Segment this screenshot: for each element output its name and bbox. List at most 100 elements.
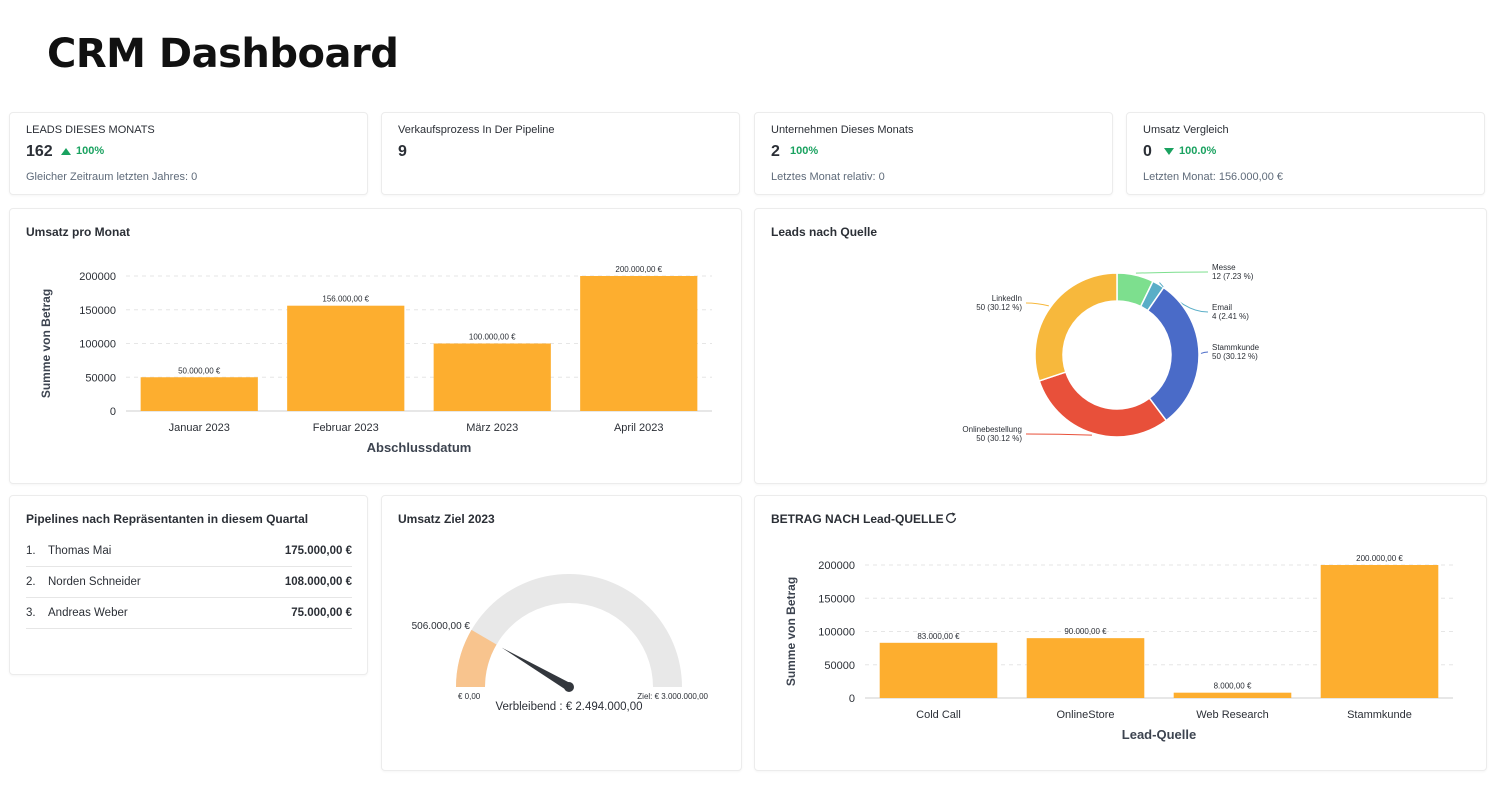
slice-leader-line — [1135, 271, 1209, 274]
kpi-trend-value: 100% — [790, 145, 819, 157]
kpi-trend: 100.0% — [1164, 145, 1216, 157]
card-title: BETRAG NACH Lead-QUELLE — [771, 512, 944, 526]
card-title: Pipelines nach Repräsentanten in diesem … — [26, 512, 309, 526]
slice-name-label: LinkedIn — [992, 294, 1022, 303]
list-item[interactable]: 2. Norden Schneider 108.000,00 € — [26, 567, 352, 598]
card-title: Umsatz Ziel 2023 — [398, 512, 495, 526]
kpi-value: 0 — [1143, 143, 1152, 160]
lead-source-chart-card[interactable]: BETRAG NACH Lead-QUELLE 0 50000 100000 1500… — [754, 495, 1487, 771]
page-title: CRM Dashboard — [47, 31, 399, 77]
x-tick-label: OnlineStore — [1056, 709, 1114, 721]
bar — [580, 276, 698, 411]
rep-name: Andreas Weber — [48, 607, 128, 619]
slice-name-label: Onlinebestellung — [962, 425, 1022, 434]
kpi-trend: 100% — [790, 145, 818, 157]
bar-data-label: 90.000,00 € — [1064, 627, 1107, 636]
y-axis-label: Summe von Betrag — [784, 577, 798, 686]
bar — [433, 343, 551, 411]
bar — [140, 377, 258, 411]
bar — [879, 642, 998, 698]
slice-name-label: Stammkunde — [1212, 343, 1260, 352]
y-tick-label: 0 — [849, 693, 855, 705]
bar — [1173, 692, 1292, 698]
trend-up-icon — [61, 147, 71, 155]
bar-data-label: 100.000,00 € — [469, 333, 516, 342]
gauge-needle — [501, 647, 572, 691]
y-tick-label: 0 — [110, 406, 116, 418]
x-tick-label: Cold Call — [916, 709, 961, 721]
goal-gauge-card[interactable]: Umsatz Ziel 2023 506.000,00 € € 0,00 Ziel:… — [381, 495, 742, 771]
y-tick-label: 100000 — [818, 627, 855, 639]
bar-data-label: 83.000,00 € — [917, 632, 960, 641]
revenue-chart-card[interactable]: Umsatz pro Monat 0 50000 100000 150000 20000… — [9, 208, 742, 484]
gauge-min-label: € 0,00 — [458, 692, 481, 701]
bar — [1320, 565, 1439, 698]
refresh-icon[interactable] — [944, 511, 958, 525]
kpi-subtext: Letzten Monat: 156.000,00 € — [1143, 171, 1284, 183]
kpi-label: Verkaufsprozess In Der Pipeline — [398, 124, 555, 136]
slice-leader-line — [1025, 433, 1092, 436]
bar — [1026, 638, 1145, 698]
slice-value-label: 50 (30.12 %) — [1212, 352, 1258, 361]
slice-value-label: 12 (7.23 %) — [1212, 272, 1254, 281]
kpi-value: 2 — [771, 143, 780, 160]
reps-list: 1. Thomas Mai 175.000,00 € 2. Norden Sch… — [26, 536, 352, 629]
kpi-trend-value: 100% — [76, 145, 105, 157]
donut-slice — [1146, 286, 1200, 422]
x-tick-label: März 2023 — [466, 422, 518, 434]
kpi-label: Umsatz Vergleich — [1143, 124, 1229, 136]
rep-rank: 2. — [26, 576, 36, 588]
gauge-fill — [456, 629, 497, 687]
gauge-current-label: 506.000,00 € — [412, 621, 471, 632]
rep-rank: 1. — [26, 545, 36, 557]
y-tick-label: 50000 — [85, 372, 116, 384]
kpi-card-revenue-compare[interactable]: Umsatz Vergleich 0 100.0% Letzten Monat:… — [1126, 112, 1485, 195]
x-axis-label: Abschlussdatum — [367, 440, 472, 455]
rep-amount: 108.000,00 € — [284, 576, 352, 588]
slice-value-label: 50 (30.12 %) — [976, 303, 1022, 312]
rep-name: Norden Schneider — [48, 576, 141, 588]
slice-leader-line — [1200, 351, 1209, 354]
kpi-card-companies[interactable]: Unternehmen Dieses Monats 2 100% Letztes… — [754, 112, 1113, 195]
card-title: Leads nach Quelle — [771, 225, 878, 239]
y-tick-label: 100000 — [79, 339, 116, 351]
bar-data-label: 50.000,00 € — [178, 366, 221, 375]
x-tick-label: Web Research — [1196, 709, 1269, 721]
kpi-value: 9 — [398, 143, 407, 160]
y-tick-label: 200000 — [79, 271, 116, 283]
trend-down-icon — [1164, 147, 1174, 155]
slice-name-label: Messe — [1212, 263, 1236, 272]
y-tick-label: 150000 — [818, 593, 855, 605]
lead-source-bar-chart: 0 50000 100000 150000 200000 83.000,00 € Cold … — [784, 554, 1453, 742]
y-tick-label: 150000 — [79, 305, 116, 317]
kpi-value: 162 — [26, 143, 53, 160]
donut-slice — [1038, 371, 1168, 438]
gauge-remaining-label: Verbleibend : € 2.494.000,00 — [495, 701, 642, 713]
reps-card[interactable]: Pipelines nach Repräsentanten in diesem … — [9, 495, 368, 675]
slice-value-label: 4 (2.41 %) — [1212, 312, 1249, 321]
x-tick-label: Januar 2023 — [169, 422, 230, 434]
kpi-subtext: Letztes Monat relativ: 0 — [771, 171, 885, 183]
y-axis-label: Summe von Betrag — [39, 289, 53, 398]
x-axis-label: Lead-Quelle — [1122, 727, 1196, 742]
kpi-subtext: Gleicher Zeitraum letzten Jahres: 0 — [26, 171, 198, 183]
bar-data-label: 200.000,00 € — [1356, 554, 1403, 563]
rep-name: Thomas Mai — [48, 545, 112, 557]
y-tick-label: 50000 — [824, 660, 855, 672]
slice-leader-line — [1025, 302, 1049, 307]
list-item[interactable]: 1. Thomas Mai 175.000,00 € — [26, 536, 352, 567]
kpi-card-pipeline[interactable]: Verkaufsprozess In Der Pipeline 9 — [381, 112, 740, 195]
x-tick-label: April 2023 — [614, 422, 664, 434]
list-item[interactable]: 3. Andreas Weber 75.000,00 € — [26, 598, 352, 629]
donut-slice — [1034, 272, 1118, 382]
leads-chart-card[interactable]: Leads nach Quelle Messe 12 (7.23 %) Email 4… — [754, 208, 1487, 484]
gauge-needle-hub — [564, 682, 574, 692]
revenue-bar-chart: 0 50000 100000 150000 200000 50.000,00 € Janua… — [39, 265, 712, 455]
kpi-trend: 100% — [61, 145, 104, 157]
gauge-max-label: Ziel: € 3.000.000,00 — [637, 692, 708, 701]
bar-data-label: 156.000,00 € — [322, 295, 369, 304]
kpi-card-leads[interactable]: LEADS DIESES MONATS 162 100% Gleicher Ze… — [9, 112, 368, 195]
y-tick-label: 200000 — [818, 560, 855, 572]
kpi-label: LEADS DIESES MONATS — [26, 124, 155, 136]
